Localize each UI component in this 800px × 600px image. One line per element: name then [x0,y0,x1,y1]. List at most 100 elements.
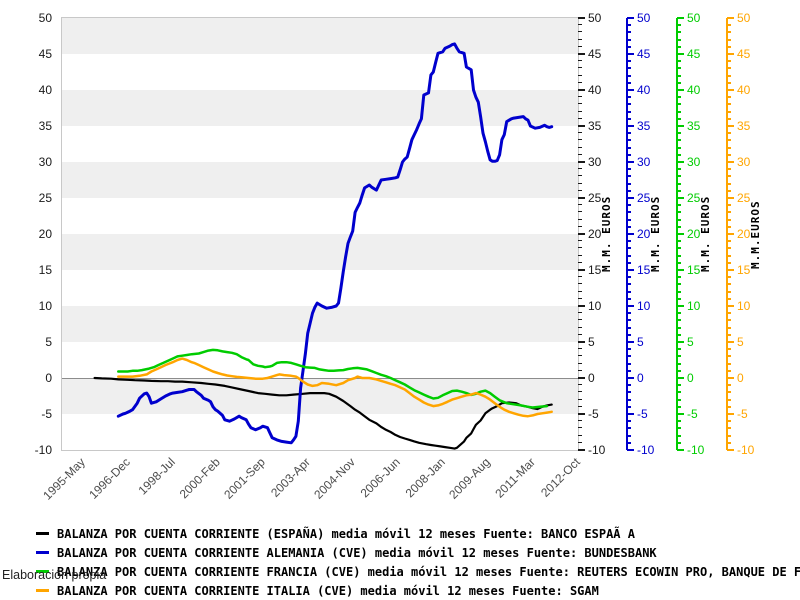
y-tick [578,197,585,199]
y-axis-label-left: 40 [38,83,52,97]
y-tick [627,139,631,142]
y-tick [677,74,681,77]
y-tick [627,67,631,70]
y-tick [727,240,731,243]
y-tick [578,81,582,83]
y-axis-label-right: 0 [687,371,694,385]
y-tick [677,297,681,300]
y-tick [727,312,731,315]
y-tick [578,45,582,47]
y-axis-label-right: 20 [687,227,701,241]
y-axis-label-right: 20 [637,227,651,241]
y-tick [627,53,634,55]
y-axis-label-right: -10 [737,443,755,457]
y-tick [727,398,731,401]
y-tick [677,233,684,235]
y-tick [627,247,631,250]
y-tick [677,132,681,135]
y-tick [677,391,681,394]
y-tick [627,254,631,257]
y-tick [627,355,631,358]
y-tick [677,413,684,415]
y-axis-label-left: 50 [38,11,52,25]
y-tick [677,247,681,250]
y-tick [627,290,631,293]
y-tick [578,139,582,141]
y-tick [727,225,731,228]
y-tick [677,348,681,351]
y-tick [578,441,582,443]
legend-item-italia: BALANZA POR CUENTA CORRIENTE ITALIA (CVE… [36,582,800,600]
y-tick [727,261,731,264]
y-axis-label-right: 35 [737,119,751,133]
y-tick [727,434,731,437]
legend-label-alemania: BALANZA POR CUENTA CORRIENTE ALEMANIA (C… [57,545,657,560]
y-tick [727,269,734,271]
y-tick [727,38,731,41]
y-tick [578,67,582,69]
y-tick [627,333,631,336]
y-tick [727,413,734,415]
y-axis-label-right: 15 [588,263,602,277]
y-tick [578,341,585,343]
attribution-note: Elaboración propia [2,568,107,582]
y-tick [727,161,734,163]
y-tick [627,146,631,149]
y-tick [727,24,731,27]
legend-label-espana: BALANZA POR CUENTA CORRIENTE (ESPAÑA) me… [57,526,635,541]
y-axis-label-right: 30 [687,155,701,169]
y-tick [677,168,681,171]
y-tick [677,283,681,286]
y-tick [578,161,585,163]
y-tick [627,161,634,163]
y-axis-label-right: 25 [588,191,602,205]
y-tick [677,89,684,91]
y-tick [627,341,634,343]
y-tick [578,297,582,299]
y-tick [727,60,731,63]
y-tick [627,168,631,171]
y-tick [727,247,731,250]
y-tick [677,261,681,264]
legend-item-alemania: BALANZA POR CUENTA CORRIENTE ALEMANIA (C… [36,544,800,563]
y-tick [578,175,582,177]
y-axis-label-right: 5 [588,335,595,349]
y-tick [727,89,734,91]
y-axis-label-right: 25 [737,191,751,205]
y-axis-label-right: 35 [588,119,602,133]
y-tick [627,269,634,271]
y-tick [677,81,681,84]
y-tick [627,110,631,113]
y-tick [727,369,731,372]
y-axis-label-right: -5 [637,407,648,421]
series-line-alemania [116,42,554,445]
y-axis-label-right: 40 [588,83,602,97]
y-tick [627,319,631,322]
y-tick [677,24,681,27]
legend-item-francia: BALANZA POR CUENTA CORRIENTE FRANCIA (CV… [36,563,800,582]
y-tick [727,168,731,171]
y-axis-label-right: 5 [737,335,744,349]
y-tick [727,103,731,106]
y-axis-label-right: 0 [588,371,595,385]
y-tick [627,377,634,379]
y-tick [578,146,582,148]
y-tick [578,312,582,314]
y-tick [627,125,634,127]
y-tick [627,449,634,451]
y-tick [677,312,681,315]
y-tick [578,391,582,393]
y-tick [677,182,681,185]
y-tick [727,117,731,120]
y-tick [727,355,731,358]
y-tick [578,362,582,364]
legend-label-italia: BALANZA POR CUENTA CORRIENTE ITALIA (CVE… [57,583,599,598]
y-tick [727,31,731,34]
y-tick [578,348,582,350]
y-tick [578,132,582,134]
y-tick [578,103,582,105]
y-tick [727,182,731,185]
y-tick [727,189,731,192]
